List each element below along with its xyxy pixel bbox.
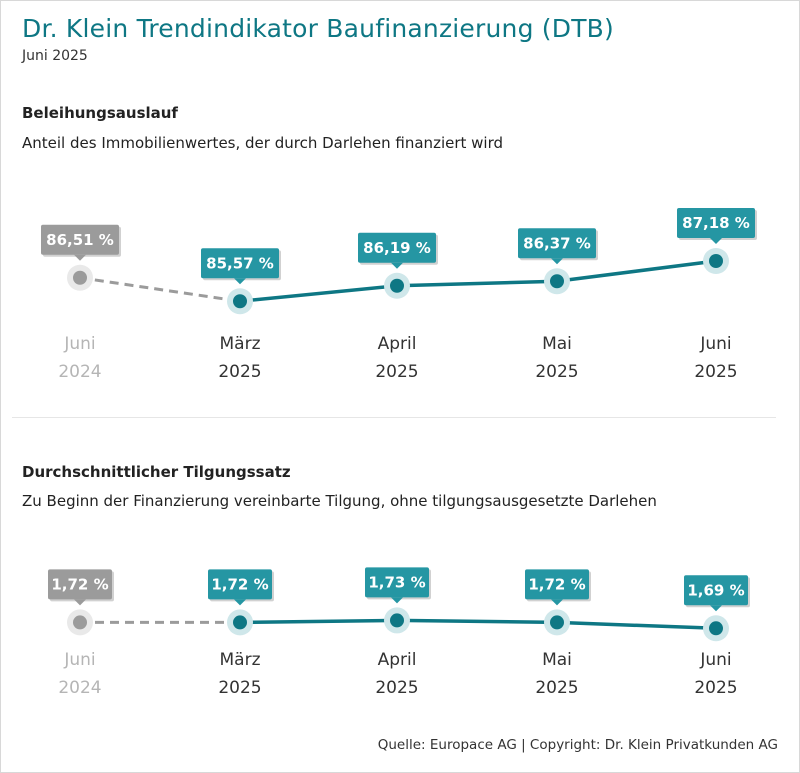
value-label-text: 85,57 % — [206, 254, 274, 272]
tick-label-month: Juni — [63, 334, 95, 354]
value-label-text: 86,37 % — [523, 234, 591, 252]
series-line — [238, 259, 718, 303]
page-title: Dr. Klein Trendindikator Baufinanzierung… — [22, 14, 614, 43]
tick-label-month: April — [378, 334, 417, 354]
tick-label-year: 2025 — [218, 678, 261, 698]
value-label-text: 86,19 % — [363, 239, 431, 257]
tick-label-year: 2024 — [58, 362, 101, 382]
tick-label-month: März — [220, 334, 261, 354]
data-point — [550, 615, 564, 630]
report-date: Juni 2025 — [22, 48, 88, 64]
data-point — [73, 615, 87, 630]
section-title-repayment: Durchschnittlicher Tilgungssatz — [22, 463, 291, 481]
value-label: 85,57 % — [201, 248, 281, 285]
value-label-text: 1,72 % — [51, 575, 108, 593]
value-label: 86,19 % — [358, 232, 438, 269]
data-point — [390, 278, 404, 293]
data-point — [73, 270, 87, 285]
value-label: 86,37 % — [518, 228, 598, 265]
tick-label-month: März — [220, 650, 261, 670]
value-label-text: 87,18 % — [682, 214, 750, 232]
tick-label-year: 2025 — [375, 362, 418, 382]
tick-label-year: 2025 — [535, 362, 578, 382]
value-label-text: 1,72 % — [528, 575, 585, 593]
series-line — [238, 618, 718, 631]
tick-label-month: April — [378, 650, 417, 670]
value-label: 1,73 % — [365, 567, 431, 604]
data-point — [709, 621, 723, 636]
tick-label-month: Mai — [542, 650, 572, 670]
value-label: 1,72 % — [525, 569, 591, 606]
data-point — [550, 274, 564, 289]
value-label-text: 86,51 % — [46, 231, 114, 249]
tick-label-year: 2024 — [58, 678, 101, 698]
section-desc-repayment: Zu Beginn der Finanzierung vereinbarte T… — [22, 492, 657, 510]
ltv-line-chart: 86,51 % Juni 2024 85,57 % März 2025 86,19 % Apr… — [41, 208, 757, 382]
data-point — [233, 615, 247, 630]
section-desc-ltv: Anteil des Immobilienwertes, der durch D… — [22, 134, 504, 152]
repayment-line-chart: 1,72 % Juni 2024 1,72 % März 2025 1,73 % April 2… — [48, 567, 750, 698]
value-label: 1,69 % — [684, 575, 750, 612]
value-label-text: 1,72 % — [211, 575, 268, 593]
section-title-ltv: Beleihungsauslauf — [22, 104, 178, 122]
data-point — [233, 294, 247, 309]
value-label-text: 1,69 % — [687, 581, 744, 599]
value-label: 87,18 % — [677, 208, 757, 244]
tick-label-month: Mai — [542, 334, 572, 354]
value-label: 1,72 % — [48, 569, 114, 606]
data-point — [390, 613, 404, 628]
section-divider — [12, 417, 776, 418]
tick-label-year: 2025 — [218, 362, 261, 382]
data-point — [709, 254, 723, 268]
tick-label-year: 2025 — [694, 678, 737, 698]
value-label: 1,72 % — [208, 569, 274, 606]
tick-label-year: 2025 — [375, 678, 418, 698]
value-label: 86,51 % — [41, 224, 121, 261]
tick-label-month: Juni — [63, 650, 95, 670]
tick-label-month: Juni — [699, 650, 731, 670]
value-label-text: 1,73 % — [368, 573, 425, 591]
comparison-dashed-line — [79, 276, 241, 303]
tick-label-year: 2025 — [694, 362, 737, 382]
source-note: Quelle: Europace AG | Copyright: Dr. Kle… — [377, 737, 778, 753]
tick-label-year: 2025 — [535, 678, 578, 698]
tick-label-month: Juni — [699, 334, 731, 354]
